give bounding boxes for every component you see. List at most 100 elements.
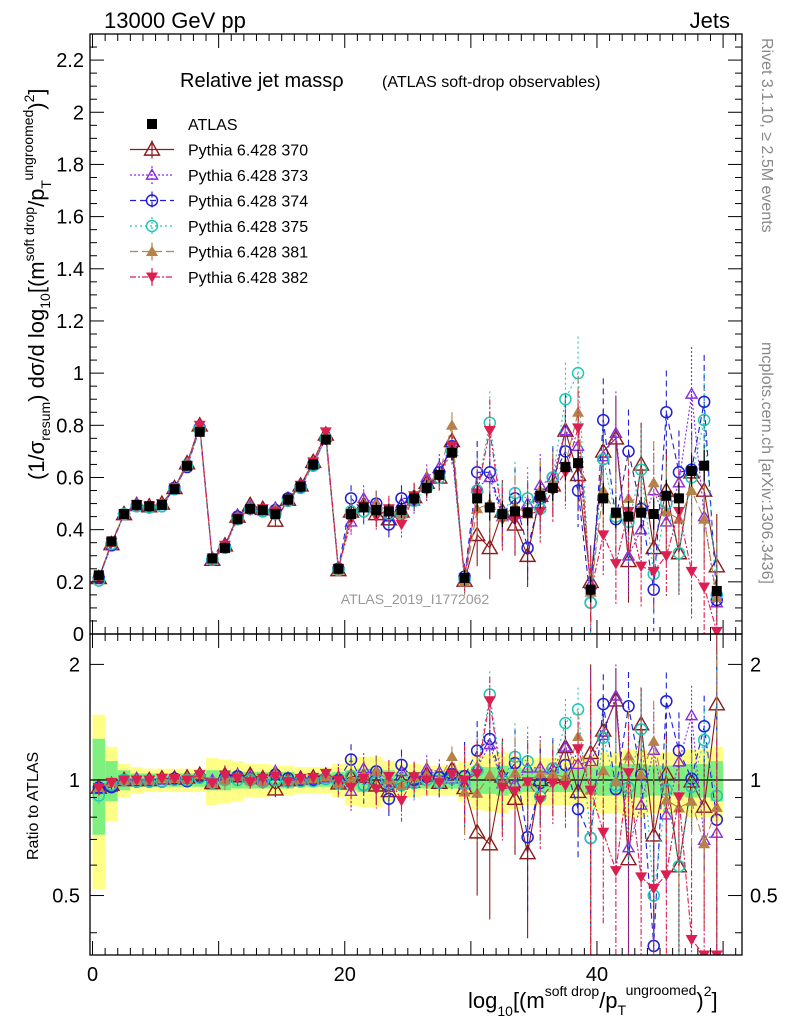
atlas-point bbox=[673, 493, 684, 504]
series-p382-ratio-point bbox=[508, 786, 521, 797]
atlas-point bbox=[535, 490, 546, 501]
atlas-point bbox=[219, 542, 230, 553]
atlas-point bbox=[245, 503, 256, 514]
series-p370-ratio-point bbox=[468, 823, 486, 839]
y-tick-label: 0 bbox=[73, 624, 84, 646]
y-tick-label: 0.8 bbox=[56, 415, 84, 437]
legend-marker-p375 bbox=[145, 219, 159, 233]
y-tick-label: 1 bbox=[73, 363, 84, 385]
atlas-point bbox=[333, 563, 344, 574]
atlas-point bbox=[610, 507, 621, 518]
legend-marker-p374 bbox=[145, 194, 159, 207]
y-tick-label: 1.2 bbox=[56, 311, 84, 333]
series-p382-ratio-point bbox=[395, 795, 408, 807]
atlas-point bbox=[131, 499, 142, 510]
legend-label: Pythia 6.428 382 bbox=[188, 270, 308, 287]
series-p375-ratio-point bbox=[697, 733, 711, 747]
series-p382-ratio-point bbox=[370, 784, 383, 795]
series-p374-ratio-point bbox=[597, 697, 610, 711]
atlas-point bbox=[573, 458, 584, 469]
atlas-point bbox=[270, 509, 281, 519]
y-axis-label-main: (1/σresum) dσ/d log10[(msoft drop/pTungr… bbox=[20, 88, 54, 480]
ratio-data-layer bbox=[90, 634, 742, 955]
series-p373-ratio-line bbox=[98, 695, 718, 848]
ratio-plot: 0 20 40 0.5 0.5 1 1 2 2 bbox=[52, 633, 778, 986]
series-p382-ratio-point bbox=[635, 872, 648, 883]
series-p382-ratio-point bbox=[92, 783, 105, 794]
series-p382-ratio-point bbox=[420, 775, 433, 786]
atlas-point bbox=[346, 509, 357, 519]
series-p374-ratio-point bbox=[571, 802, 585, 816]
series-p370-point bbox=[695, 481, 713, 497]
x-tick-label: 0 bbox=[87, 964, 98, 986]
series-p381-point bbox=[445, 419, 458, 430]
y-tick-label: 2.2 bbox=[56, 50, 84, 72]
ratio-y-tick-label-right: 2 bbox=[750, 654, 761, 676]
series-p382-point bbox=[660, 551, 673, 562]
series-p381-ratio-point bbox=[710, 801, 723, 812]
series-p381-ratio-point bbox=[672, 801, 685, 813]
y-tick-label: 2 bbox=[73, 102, 84, 124]
atlas-point bbox=[156, 499, 167, 510]
series-p382-ratio-point bbox=[281, 777, 294, 788]
series-p382-point bbox=[395, 519, 408, 531]
legend-label: Pythia 6.428 373 bbox=[188, 168, 308, 185]
series-p374-point bbox=[597, 413, 610, 427]
series-p375-line bbox=[98, 370, 718, 603]
ratio-y-tick-label: 0.5 bbox=[52, 886, 80, 908]
legend-atlas-marker bbox=[147, 119, 157, 129]
atlas-point bbox=[106, 536, 117, 547]
atlas-point bbox=[623, 511, 634, 522]
atlas-point bbox=[383, 506, 394, 517]
series-p382-point bbox=[572, 423, 585, 434]
atlas-point bbox=[295, 481, 306, 492]
y-tick-label: 0.4 bbox=[56, 520, 84, 542]
legend: ATLAS Pythia 6.428 370 Pythia 6.428 373 Pyt… bbox=[130, 117, 308, 287]
atlas-point bbox=[547, 482, 558, 493]
series-p370-ratio-point bbox=[481, 835, 499, 851]
y-tick-label: 1.6 bbox=[56, 207, 84, 229]
series-p382-ratio-point bbox=[118, 775, 131, 786]
legend-marker-p370 bbox=[143, 140, 161, 156]
series-p382-ratio-point bbox=[294, 773, 307, 785]
series-p382-ratio-point bbox=[357, 773, 370, 785]
atlas-point bbox=[232, 514, 243, 525]
series-p382-ratio-point bbox=[521, 777, 534, 788]
atlas-point bbox=[194, 426, 205, 437]
atlas-point bbox=[434, 469, 445, 480]
series-p382-ratio-point bbox=[231, 773, 244, 785]
legend-label: Pythia 6.428 370 bbox=[188, 143, 308, 160]
series-p382-point bbox=[483, 426, 496, 437]
series-p382-ratio-point bbox=[483, 696, 496, 707]
chart-title: Relative jet massρ bbox=[180, 70, 344, 92]
series-p381-ratio-point bbox=[546, 768, 559, 779]
series-p374-point bbox=[660, 406, 673, 419]
series-p381-ratio-point bbox=[647, 735, 660, 746]
atlas-point bbox=[169, 484, 180, 495]
atlas-point bbox=[509, 506, 520, 517]
svg-text:log10[(msoft drop/pTungroomed): log10[(msoft drop/pTungroomed)2] bbox=[468, 982, 718, 1019]
atlas-point bbox=[497, 509, 508, 519]
y-tick-label: 1.4 bbox=[56, 259, 84, 281]
series-p373-ratio-point bbox=[609, 688, 623, 701]
series-p382-ratio-point bbox=[408, 772, 421, 783]
series-p382-ratio-point bbox=[433, 778, 446, 789]
series-p382-ratio-line bbox=[98, 700, 717, 955]
series-p382-ratio-point bbox=[458, 775, 471, 786]
series-p374-ratio-line bbox=[98, 701, 718, 946]
atlas-point bbox=[585, 584, 596, 595]
analysis-watermark: ATLAS_2019_I1772062 bbox=[341, 591, 490, 607]
series-p381-point bbox=[647, 476, 660, 488]
series-p374-line bbox=[98, 401, 718, 603]
atlas-point bbox=[144, 501, 155, 512]
y-tick-label: 0.2 bbox=[56, 572, 84, 594]
y-tick-label: 0.6 bbox=[56, 467, 84, 489]
series-p382-ratio-point bbox=[193, 770, 206, 781]
series-p382-ratio-point bbox=[534, 795, 547, 806]
series-p381-ratio-point bbox=[609, 775, 622, 787]
series-p374-ratio-point bbox=[660, 694, 673, 708]
chart-subtitle: (ATLAS soft-drop observables) bbox=[382, 74, 600, 91]
series-p374-ratio-point bbox=[697, 720, 711, 733]
legend-marker-p382 bbox=[146, 272, 158, 283]
